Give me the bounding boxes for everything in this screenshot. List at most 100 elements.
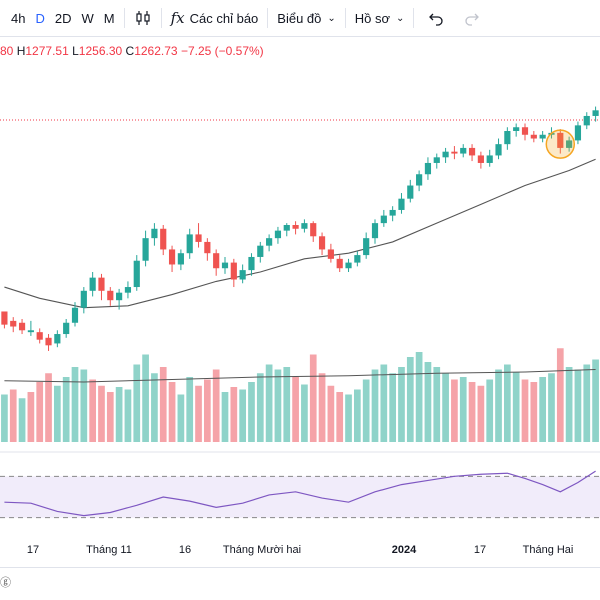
axis-divider xyxy=(0,567,600,568)
candle-down xyxy=(98,277,105,291)
time-axis[interactable]: 17 Tháng 11 16 Tháng Mười hai 2024 17 Tháng Ha… xyxy=(0,540,600,560)
function-icon: fx xyxy=(170,9,185,27)
interval-d[interactable]: D xyxy=(35,10,45,26)
candle-up xyxy=(486,155,493,163)
candle-down xyxy=(477,155,484,163)
time-axis-label: 17 xyxy=(473,544,487,556)
volume-bar xyxy=(459,377,467,442)
candle-up xyxy=(354,255,361,263)
high-key: H xyxy=(16,44,26,58)
candle-up xyxy=(433,157,440,163)
volume-bar xyxy=(256,373,264,442)
low-value: 1256.30 xyxy=(78,44,123,58)
volume-bar xyxy=(301,384,308,442)
volume-bar xyxy=(265,364,273,442)
volume-bar xyxy=(221,392,229,442)
candle-down xyxy=(168,249,176,265)
volume-bar xyxy=(530,382,538,442)
candle-down xyxy=(18,322,26,331)
volume-bar xyxy=(345,394,352,442)
volume-bar xyxy=(424,362,432,442)
candle-up xyxy=(424,162,432,175)
candle-up xyxy=(583,115,590,126)
candle-down xyxy=(195,234,202,242)
candle-down xyxy=(107,290,114,301)
volume-bar xyxy=(548,373,555,442)
volume-bar xyxy=(283,367,291,442)
candle-up xyxy=(345,262,352,269)
interval-2d[interactable]: 2D xyxy=(54,10,72,26)
candle-down xyxy=(1,311,8,325)
volume-bar xyxy=(195,385,202,442)
open-value: 80 xyxy=(0,44,14,58)
volume-bar xyxy=(274,369,282,442)
volume-bar xyxy=(54,385,61,442)
candle-up xyxy=(124,287,132,293)
volume-bar xyxy=(362,379,370,442)
volume-bar xyxy=(451,379,458,442)
volume-bar xyxy=(433,367,441,442)
candle-up xyxy=(54,334,61,344)
interval-4h[interactable]: 4h xyxy=(11,10,26,26)
candle-up xyxy=(221,262,229,269)
volume-bar xyxy=(177,394,185,442)
candle-up xyxy=(398,198,405,210)
volume-bar xyxy=(27,392,35,442)
candle-down xyxy=(318,236,326,250)
indicators-button[interactable]: fx Các chỉ báo xyxy=(166,0,264,36)
volume-bar xyxy=(565,367,573,442)
volume-bar xyxy=(204,379,211,442)
candle-up xyxy=(380,215,387,224)
volume-bar xyxy=(71,367,79,442)
candle-up xyxy=(248,256,255,271)
toolbar-divider xyxy=(123,8,125,28)
volume-bar xyxy=(504,364,511,442)
candle-up xyxy=(89,277,96,291)
volume-bar xyxy=(309,354,317,442)
candle-down xyxy=(310,223,317,237)
candle-down xyxy=(530,134,537,139)
volume-bar xyxy=(583,364,591,442)
volume-bar xyxy=(371,369,379,442)
toolbar-divider xyxy=(344,8,346,28)
chart-type-dropdown[interactable]: Biểu đồ ⌄ xyxy=(272,0,340,36)
time-axis-label: Tháng Mười hai xyxy=(222,544,302,556)
redo-icon xyxy=(464,10,480,26)
toolbar-divider xyxy=(413,8,415,28)
candle-up xyxy=(71,307,79,323)
volume-bar xyxy=(239,389,246,442)
candle-down xyxy=(160,228,167,250)
volume-bar xyxy=(406,357,414,442)
volume-bar xyxy=(495,369,502,442)
chevron-down-icon: ⌄ xyxy=(327,12,336,24)
settings-corner[interactable]: ⓖ xyxy=(0,577,11,589)
volume-bar xyxy=(18,398,26,442)
interval-w[interactable]: W xyxy=(81,10,94,26)
volume-bar xyxy=(398,367,405,442)
candle-up xyxy=(266,238,273,246)
chart-canvas[interactable] xyxy=(0,36,600,540)
candle-up xyxy=(257,245,264,257)
chart-style-button[interactable] xyxy=(129,0,157,36)
profile-label: Hồ sơ xyxy=(354,10,391,26)
candle-down xyxy=(468,147,476,156)
volume-bar xyxy=(442,373,449,442)
undo-icon xyxy=(428,10,444,26)
candle-down xyxy=(230,262,237,280)
profile-dropdown[interactable]: Hồ sơ ⌄ xyxy=(350,0,410,36)
volume-bar xyxy=(327,385,335,442)
volume-bar xyxy=(248,382,255,442)
candlestick-icon xyxy=(134,9,152,27)
interval-m[interactable]: M xyxy=(103,10,115,26)
volume-bar xyxy=(159,367,167,442)
volume-bar xyxy=(415,352,423,442)
undo-button[interactable] xyxy=(418,0,454,36)
chevron-down-icon: ⌄ xyxy=(396,12,405,24)
highlight-marker xyxy=(545,129,576,159)
volume-bar xyxy=(380,364,388,442)
redo-button[interactable] xyxy=(454,0,490,36)
volume-bar xyxy=(186,377,194,442)
volume-bar xyxy=(98,385,105,442)
volume-bar xyxy=(292,377,299,442)
volume-bar xyxy=(336,392,344,442)
